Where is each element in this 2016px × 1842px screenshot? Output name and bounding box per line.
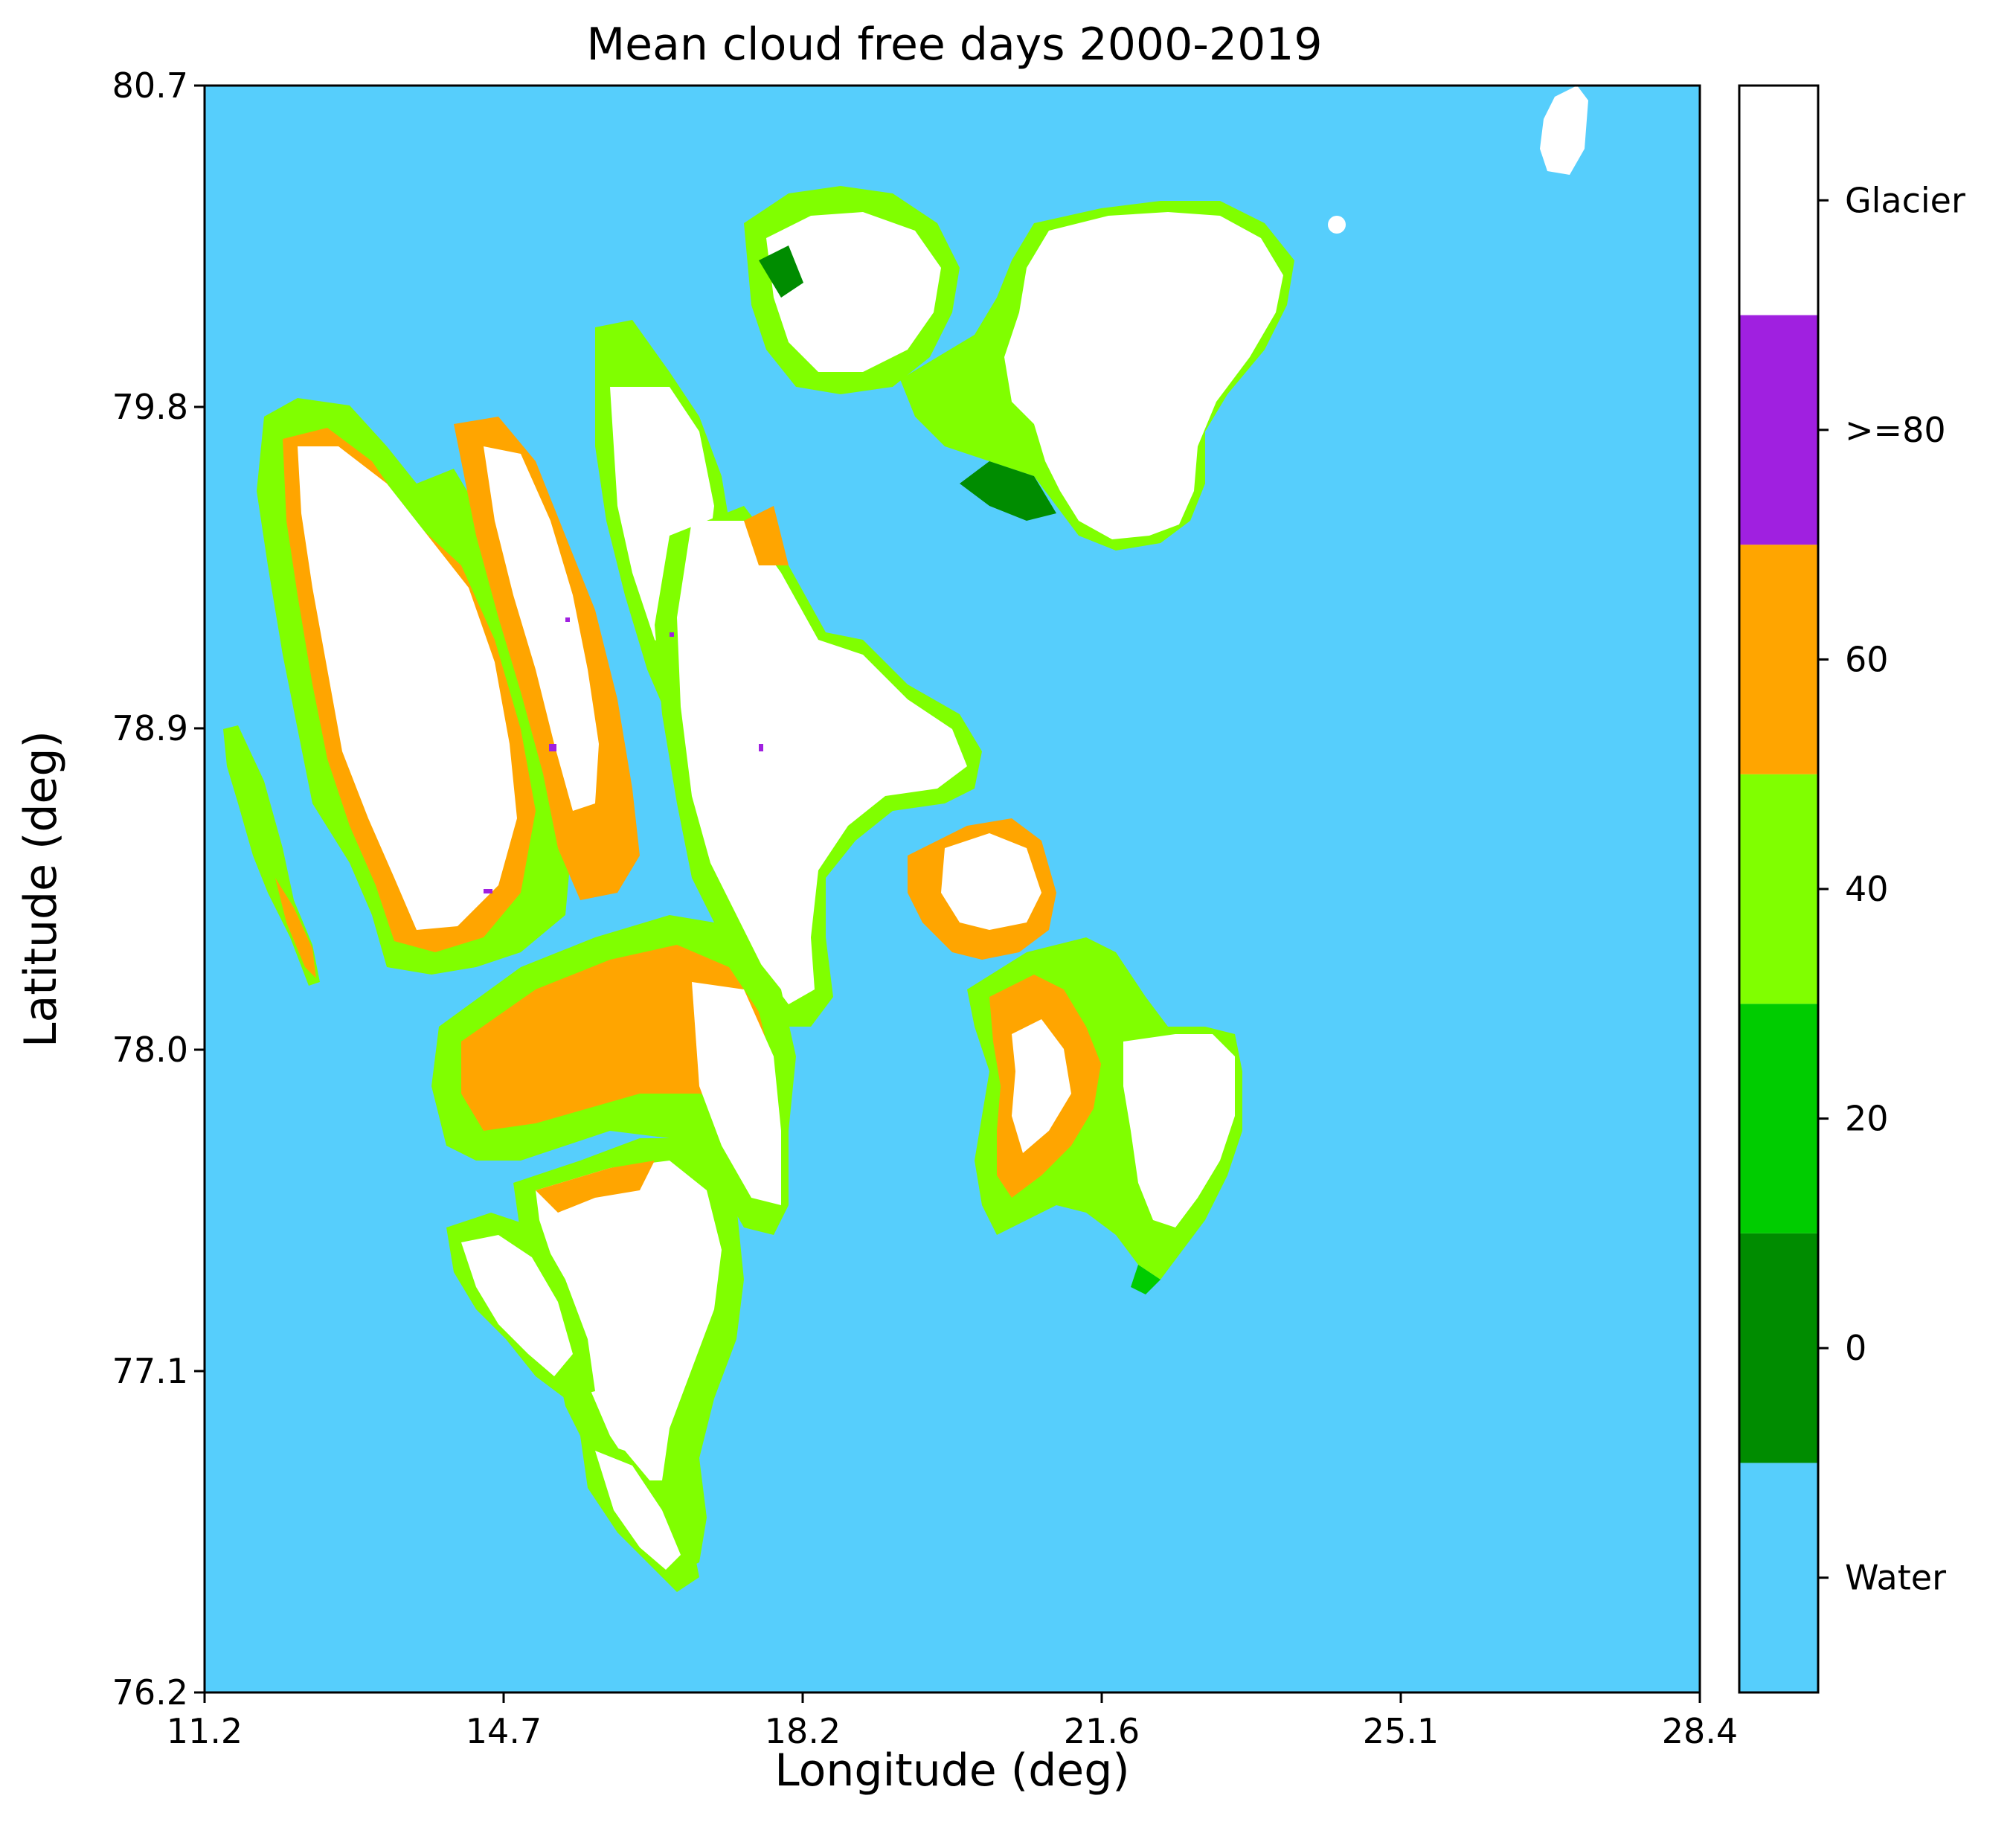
landmass-edgeoya [967,937,1242,1294]
x-tick-label: 21.6 [1064,1711,1140,1751]
landmass-north-strip [744,186,960,394]
colorbar-swatch [1739,86,1818,315]
colorbar-label: 20 [1845,1099,1889,1139]
colorbar-swatch [1739,545,1818,774]
x-tick-label: 25.1 [1363,1711,1439,1751]
purple-cells [484,617,763,893]
landmass-nordaustlandet [900,201,1294,551]
x-tick-label: 18.2 [765,1711,841,1751]
colorbar-swatch [1739,1233,1818,1463]
colorbar-swatch [1739,1463,1818,1692]
colorbar-swatch [1739,315,1818,545]
colorbar-label: >=80 [1845,410,1946,450]
chart-title: Mean cloud free days 2000-2019 [586,19,1322,71]
y-axis-label: Latitude (deg) [15,731,67,1047]
colorbar-frame [1738,84,1820,1694]
y-axis: 80.7 79.8 78.9 78.0 77.1 76.2 [112,65,205,1713]
landmass-barentsoya [908,818,1056,960]
plot-frame [203,84,1701,1694]
x-axis-label: Longitude (deg) [774,1745,1129,1797]
landmass-kvitoya [1328,86,1588,234]
colorbar-label: 60 [1845,639,1889,679]
y-tick-label: 79.8 [112,387,188,427]
x-tick-label: 11.2 [167,1711,243,1751]
colorbar-swatch [1739,1004,1818,1233]
colorbar-label: 40 [1845,869,1889,909]
colorbar-swatch [1739,774,1818,1004]
y-tick-label: 76.2 [112,1672,188,1713]
x-axis: 11.2 14.7 18.2 21.6 25.1 28.4 [167,1692,1738,1751]
colorbar-label: 0 [1845,1328,1866,1368]
landmass-central-spitsbergen [655,506,982,1027]
y-tick-label: 78.0 [112,1030,188,1070]
map-panel [205,86,1700,1692]
landmass-south-spitsbergen [446,1138,744,1592]
x-tick-label: 28.4 [1662,1711,1738,1751]
landmass-prins-karls-forland [223,725,320,986]
y-tick-label: 80.7 [112,65,188,106]
x-tick-label: 14.7 [466,1711,542,1751]
colorbar-label: Water [1845,1558,1946,1598]
y-tick-label: 78.9 [112,708,188,748]
colorbar-label: Glacier [1845,180,1965,220]
y-tick-label: 77.1 [112,1351,188,1391]
colorbar: Water 0 20 40 60 >=80 Glacier [1738,84,1965,1694]
